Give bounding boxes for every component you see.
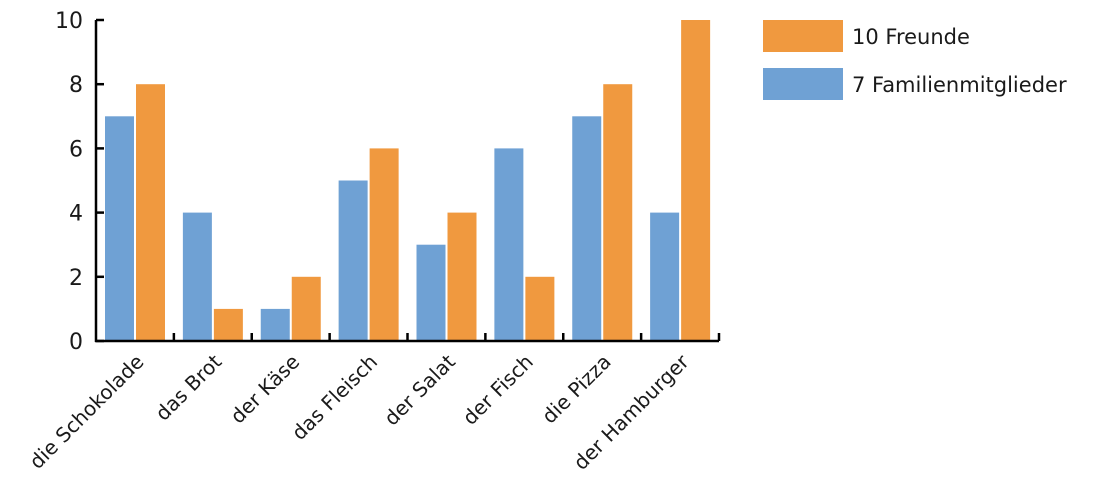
y-tick-label: 6 (69, 137, 83, 162)
y-tick-label: 4 (69, 202, 83, 227)
legend-label: 10 Freunde (852, 25, 970, 49)
bar-freunde-7 (603, 84, 633, 341)
category-label: der Salat (379, 349, 460, 430)
bar-freunde-4 (369, 148, 399, 341)
category-label: der Käse (226, 350, 305, 429)
y-tick-label: 8 (69, 73, 83, 98)
y-ticks-group: 0 2 4 6 8 10 (55, 9, 104, 355)
y-tick-label: 10 (55, 9, 83, 34)
category-label: die Schokolade (24, 350, 148, 474)
y-tick-label: 2 (69, 266, 83, 291)
bar-familie-4 (338, 180, 368, 341)
bar-freunde-3 (291, 276, 321, 341)
bar-freunde-8 (681, 20, 711, 341)
bar-freunde-1 (136, 84, 165, 341)
bar-familie-5 (416, 244, 446, 341)
legend: 10 Freunde 7 Familienmitglieder (763, 20, 1067, 100)
legend-label: 7 Familienmitglieder (852, 73, 1067, 97)
category-label: das Brot (150, 349, 226, 425)
bar-familie-8 (650, 212, 680, 341)
bar-familie-6 (494, 148, 524, 341)
category-label: die Pizza (537, 350, 616, 429)
bar-freunde-2 (213, 308, 243, 341)
legend-swatch (763, 20, 843, 52)
bars-group (105, 20, 711, 341)
bar-familie-2 (182, 212, 212, 341)
category-label: der Fisch (458, 350, 538, 430)
bar-freunde-5 (447, 212, 477, 341)
y-tick-label: 0 (69, 330, 83, 355)
bar-freunde-6 (525, 276, 555, 341)
bar-familie-1 (105, 116, 134, 341)
bar-familie-3 (260, 308, 290, 341)
legend-swatch (763, 68, 843, 100)
bar-familie-7 (572, 116, 602, 341)
x-ticks-group (172, 333, 721, 341)
